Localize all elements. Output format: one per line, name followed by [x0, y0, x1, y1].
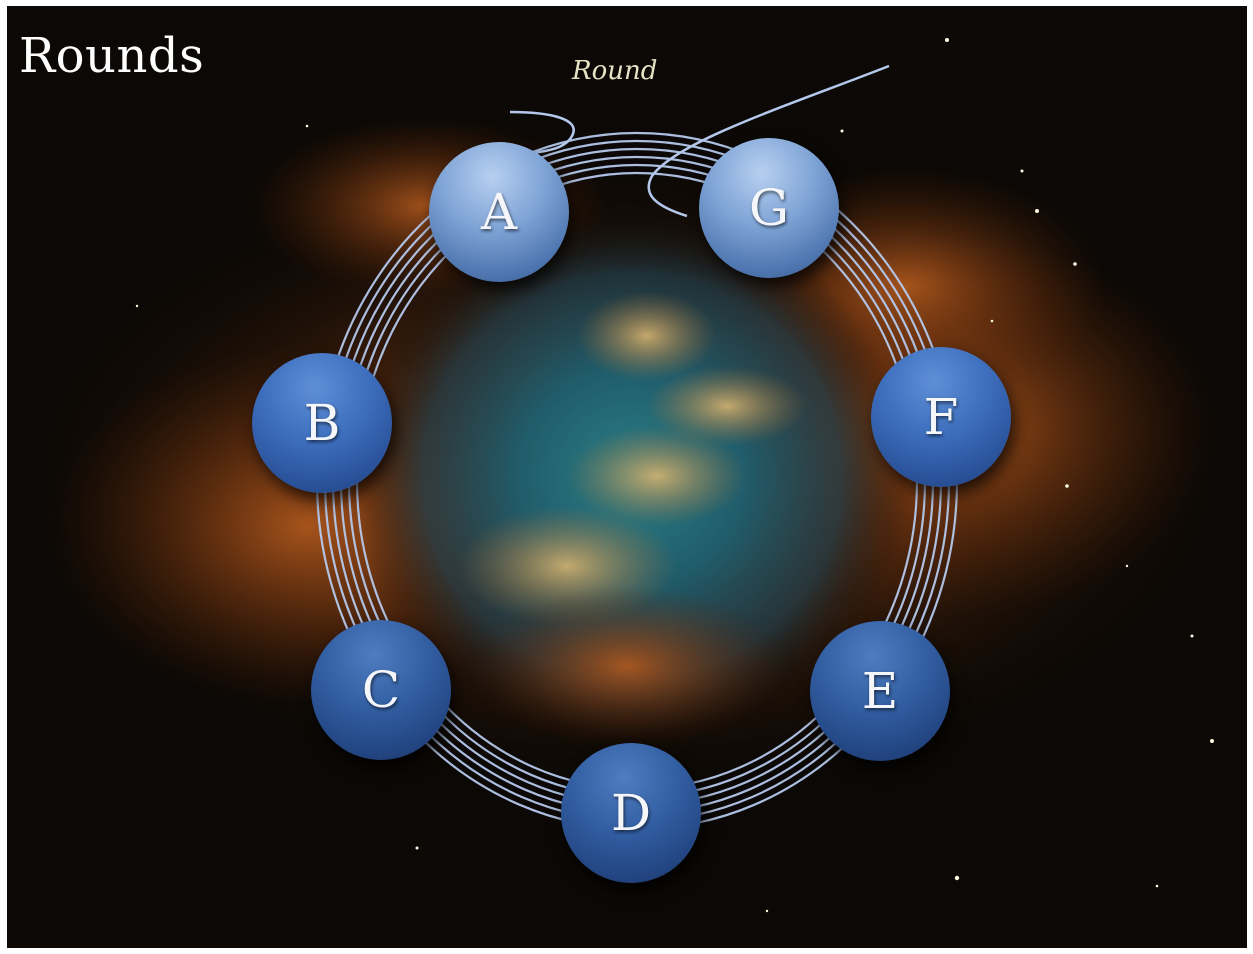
node-e-label: E [861, 662, 899, 720]
slide-title: Rounds [19, 28, 205, 84]
slide: Rounds Round A G B F C E D [7, 6, 1247, 948]
node-a-label: A [480, 183, 518, 241]
node-c: C [311, 620, 451, 760]
node-f-label: F [923, 388, 959, 446]
node-b-label: B [303, 394, 341, 452]
node-c-label: C [361, 661, 401, 719]
round-entry-curve [509, 110, 575, 156]
node-g-label: G [749, 179, 789, 237]
node-e: E [810, 621, 950, 761]
node-d-label: D [610, 784, 652, 842]
round-exit-curve [647, 64, 890, 218]
node-f: F [871, 347, 1011, 487]
nebula-background [7, 6, 1247, 948]
node-b: B [252, 353, 392, 493]
round-label: Round [572, 56, 658, 86]
node-d: D [561, 743, 701, 883]
node-g: G [699, 138, 839, 278]
node-a: A [429, 142, 569, 282]
